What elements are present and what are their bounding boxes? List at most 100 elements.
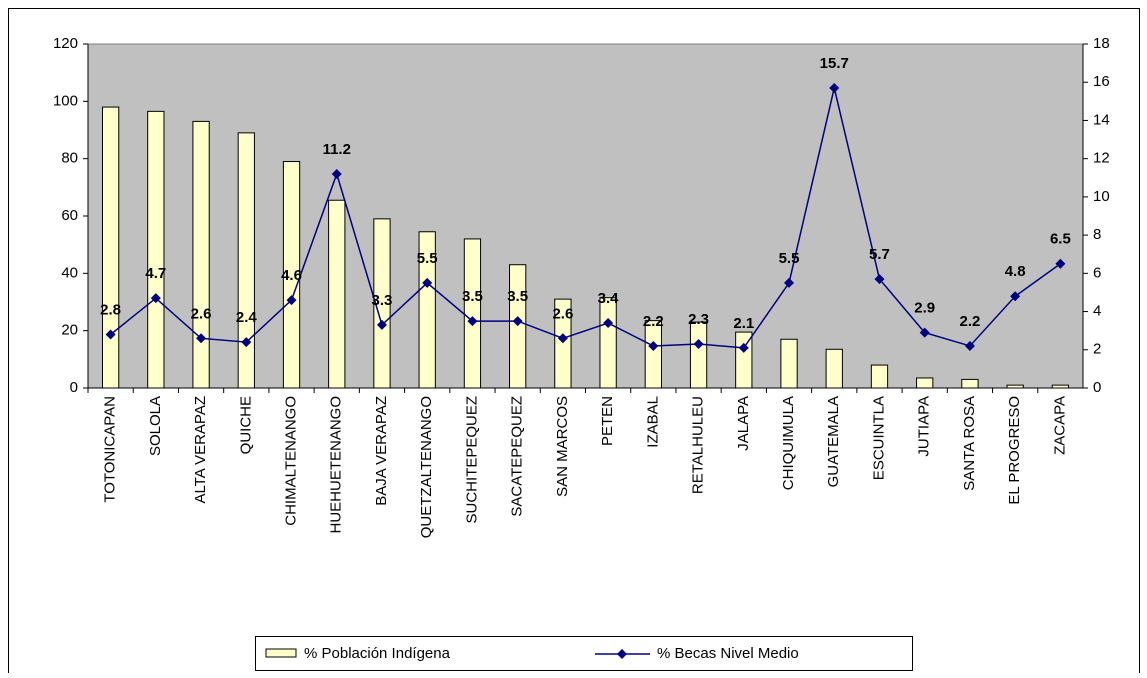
y2-tick-label: 0: [1093, 379, 1101, 396]
bar: [509, 264, 527, 389]
y2-tick-label: 12: [1093, 150, 1110, 167]
x-tick-label: ZACAPA: [1051, 396, 1068, 455]
y2-tick-label: 4: [1093, 303, 1101, 320]
data-label: 2.6: [552, 305, 573, 322]
y-tick-label: 80: [61, 150, 78, 167]
y2-tick-label: 8: [1093, 226, 1101, 243]
x-tick-label: QUICHE: [237, 396, 254, 454]
data-label: 3.5: [462, 288, 483, 305]
marker: [964, 340, 975, 351]
data-label: 3.3: [372, 292, 393, 309]
marker: [874, 274, 885, 285]
y2-tick-label: 10: [1093, 188, 1110, 205]
x-tick-label: SAN MARCOS: [554, 396, 571, 497]
y-tick-label: 20: [61, 322, 78, 339]
marker: [331, 168, 342, 179]
data-label: 2.2: [643, 313, 664, 330]
x-tick-label: IZABAL: [644, 396, 661, 448]
data-label: 4.8: [1005, 263, 1026, 280]
y-tick-label: 60: [61, 207, 78, 224]
marker: [829, 82, 840, 93]
data-label: 2.4: [236, 309, 258, 326]
legend-label: % Población Indígena: [304, 645, 451, 662]
x-tick-label: SANTA ROSA: [961, 396, 978, 491]
bar: [147, 110, 165, 389]
marker: [919, 327, 930, 338]
data-label: 2.3: [688, 311, 709, 328]
bar: [101, 106, 120, 389]
x-tick-label: EL PROGRESO: [1006, 396, 1023, 505]
bar: [961, 378, 979, 389]
bar: [328, 199, 346, 389]
data-label: 3.5: [507, 288, 528, 305]
bar: [825, 348, 843, 389]
y2-tick-label: 18: [1093, 35, 1110, 52]
x-tick-label: CHIQUIMULA: [780, 396, 797, 490]
marker: [693, 339, 704, 350]
x-tick-label: SUCHITEPEQUEZ: [463, 396, 480, 524]
bar: [237, 132, 255, 389]
bar: [644, 320, 662, 389]
y-tick-label: 120: [53, 35, 78, 52]
x-tick-label: RETALHULEU: [690, 396, 707, 494]
bar: [916, 377, 934, 389]
data-label: 5.5: [779, 250, 800, 267]
data-label: 2.9: [914, 300, 935, 317]
marker: [603, 318, 614, 329]
x-tick-label: PETEN: [599, 396, 616, 446]
data-label: 2.1: [733, 315, 754, 332]
marker: [150, 293, 161, 304]
x-tick-label: SOLOLA: [147, 396, 164, 456]
y2-tick-label: 14: [1093, 111, 1110, 128]
data-label: 4.7: [145, 265, 166, 282]
x-tick-label: SACATEPEQUEZ: [509, 396, 526, 517]
marker: [512, 316, 523, 327]
line: [110, 87, 1061, 349]
data-label: 11.2: [323, 141, 351, 158]
data-label: 2.2: [960, 313, 981, 330]
y2-tick-label: 16: [1093, 73, 1110, 90]
bar: [689, 321, 708, 389]
marker: [422, 277, 433, 288]
marker: [196, 333, 207, 344]
data-label: 3.4: [598, 290, 620, 307]
marker: [557, 333, 568, 344]
bar: [599, 297, 617, 389]
legend-label: % Becas Nivel Medio: [657, 645, 799, 662]
x-tick-label: HUEHUETENANGO: [328, 396, 345, 534]
x-tick-label: TOTONICAPAN: [102, 396, 119, 503]
y-tick-label: 0: [70, 379, 78, 396]
x-tick-label: BAJA VERAPAZ: [373, 396, 390, 506]
data-label: 2.6: [191, 305, 212, 322]
marker: [1010, 291, 1021, 302]
legend-swatch: [265, 648, 297, 658]
data-label: 4.6: [281, 267, 302, 284]
bar: [870, 364, 889, 389]
x-tick-label: CHIMALTENANGO: [282, 396, 299, 526]
x-tick-label: QUETZALTENANGO: [418, 396, 435, 538]
data-label: 5.5: [417, 250, 438, 267]
marker: [1055, 258, 1066, 269]
data-label: 5.7: [869, 246, 890, 263]
marker: [738, 342, 749, 353]
marker: [105, 329, 116, 340]
legend-box: [255, 636, 913, 671]
x-tick-label: GUATEMALA: [825, 396, 842, 487]
y-tick-label: 100: [53, 92, 78, 109]
bar: [780, 338, 798, 389]
legend: % Población Indígena % Becas Nivel Medio: [255, 636, 913, 671]
y2-tick-label: 6: [1093, 264, 1101, 281]
marker: [784, 277, 795, 288]
data-label: 15.7: [820, 55, 849, 72]
x-tick-label: JALAPA: [735, 396, 752, 451]
x-tick-label: ALTA VERAPAZ: [192, 396, 209, 504]
plot-area: [87, 43, 1084, 389]
data-label: 2.8: [100, 301, 121, 318]
legend-marker: [617, 649, 627, 659]
x-tick-label: JUTIAPA: [916, 396, 933, 457]
marker: [241, 337, 252, 348]
bar: [192, 120, 210, 389]
y-tick-label: 40: [61, 264, 78, 281]
marker: [467, 316, 478, 327]
